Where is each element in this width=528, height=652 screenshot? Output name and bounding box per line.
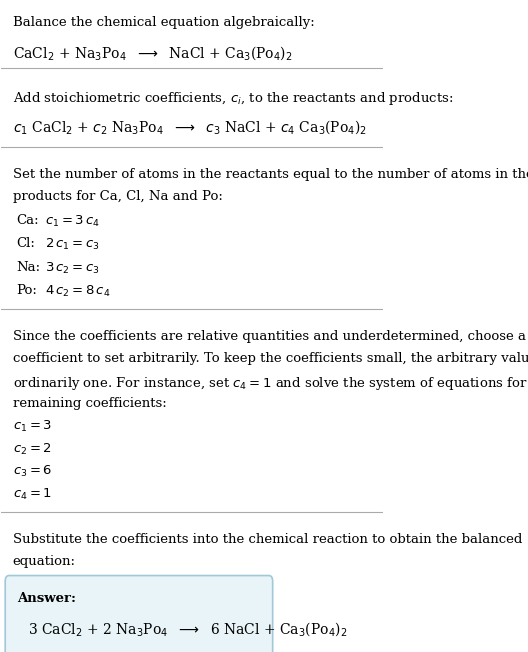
Text: $c_3 = 6$: $c_3 = 6$ — [13, 464, 52, 479]
FancyBboxPatch shape — [5, 576, 272, 652]
Text: products for Ca, Cl, Na and Po:: products for Ca, Cl, Na and Po: — [13, 190, 223, 203]
Text: equation:: equation: — [13, 555, 76, 568]
Text: $4\,c_2 = 8\,c_4$: $4\,c_2 = 8\,c_4$ — [45, 284, 111, 299]
Text: CaCl$_2$ + Na$_3$Po$_4$  $\longrightarrow$  NaCl + Ca$_3$(Po$_4$)$_2$: CaCl$_2$ + Na$_3$Po$_4$ $\longrightarrow… — [13, 44, 293, 62]
Text: $c_4 = 1$: $c_4 = 1$ — [13, 486, 52, 501]
Text: coefficient to set arbitrarily. To keep the coefficients small, the arbitrary va: coefficient to set arbitrarily. To keep … — [13, 352, 528, 365]
Text: ordinarily one. For instance, set $c_4 = 1$ and solve the system of equations fo: ordinarily one. For instance, set $c_4 =… — [13, 374, 528, 392]
Text: Substitute the coefficients into the chemical reaction to obtain the balanced: Substitute the coefficients into the che… — [13, 533, 522, 546]
Text: Balance the chemical equation algebraically:: Balance the chemical equation algebraica… — [13, 16, 315, 29]
Text: $c_2 = 2$: $c_2 = 2$ — [13, 442, 52, 457]
Text: Since the coefficients are relative quantities and underdetermined, choose a: Since the coefficients are relative quan… — [13, 330, 526, 343]
Text: Cl:: Cl: — [17, 237, 35, 250]
Text: Ca:: Ca: — [17, 214, 39, 227]
Text: Po:: Po: — [17, 284, 37, 297]
Text: $c_1 = 3$: $c_1 = 3$ — [13, 419, 52, 434]
Text: Set the number of atoms in the reactants equal to the number of atoms in the: Set the number of atoms in the reactants… — [13, 168, 528, 181]
Text: $c_1 = 3\,c_4$: $c_1 = 3\,c_4$ — [45, 214, 100, 229]
Text: $c_1$ CaCl$_2$ + $c_2$ Na$_3$Po$_4$  $\longrightarrow$  $c_3$ NaCl + $c_4$ Ca$_3: $c_1$ CaCl$_2$ + $c_2$ Na$_3$Po$_4$ $\lo… — [13, 119, 367, 136]
Text: $3\,c_2 = c_3$: $3\,c_2 = c_3$ — [45, 261, 100, 276]
Text: 3 CaCl$_2$ + 2 Na$_3$Po$_4$  $\longrightarrow$  6 NaCl + Ca$_3$(Po$_4$)$_2$: 3 CaCl$_2$ + 2 Na$_3$Po$_4$ $\longrighta… — [28, 620, 347, 638]
Text: Answer:: Answer: — [17, 592, 76, 605]
Text: Na:: Na: — [17, 261, 41, 274]
Text: remaining coefficients:: remaining coefficients: — [13, 397, 167, 410]
Text: $2\,c_1 = c_3$: $2\,c_1 = c_3$ — [45, 237, 100, 252]
Text: Add stoichiometric coefficients, $c_i$, to the reactants and products:: Add stoichiometric coefficients, $c_i$, … — [13, 91, 453, 108]
